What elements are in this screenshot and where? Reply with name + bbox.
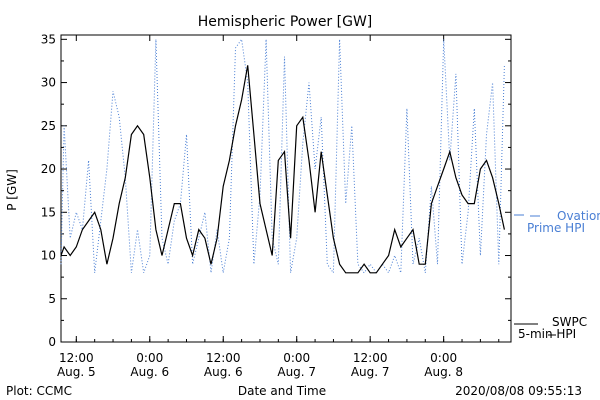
legend-swpc-label-2: 5-min HPI xyxy=(518,327,576,341)
series-line-swpc xyxy=(60,65,505,274)
x-tick-label-date: Aug. 8 xyxy=(424,365,463,379)
y-axis-label: P [GW] xyxy=(5,169,19,211)
x-tick-label-date: Aug. 6 xyxy=(204,365,243,379)
x-tick-label-time: 12:00 xyxy=(59,351,94,365)
footer-right: 2020/08/08 09:55:13 xyxy=(455,384,582,398)
series-line-ovation xyxy=(60,37,505,275)
x-tick-label-date: Aug. 5 xyxy=(57,365,96,379)
x-tick-label-time: 0:00 xyxy=(430,351,457,365)
legend-ovation-label-1: Ovation xyxy=(557,209,600,223)
x-tick-label-time: 0:00 xyxy=(283,351,310,365)
legend-ovation: Ovation Prime HPI xyxy=(514,209,600,235)
x-tick-label-time: 12:00 xyxy=(353,351,388,365)
y-tick-label: 20 xyxy=(41,162,56,176)
x-tick-label-time: 12:00 xyxy=(206,351,241,365)
chart-title: Hemispheric Power [GW] xyxy=(198,14,373,30)
plot-frame xyxy=(60,34,512,343)
footer-left: Plot: CCMC xyxy=(6,384,72,398)
series-layer xyxy=(60,37,505,275)
x-tick-label-date: Aug. 7 xyxy=(351,365,390,379)
x-tick-label-time: 0:00 xyxy=(136,351,163,365)
y-tick-label: 0 xyxy=(48,335,56,349)
x-axis-label: Date and Time xyxy=(238,384,326,398)
x-tick-label-date: Aug. 7 xyxy=(277,365,316,379)
y-tick-label: 30 xyxy=(41,76,56,90)
legend-ovation-label-2: Prime HPI xyxy=(527,221,585,235)
y-tick-label: 5 xyxy=(48,292,56,306)
x-tick-label-date: Aug. 6 xyxy=(130,365,169,379)
y-tick-label: 10 xyxy=(41,249,56,263)
y-tick-label: 25 xyxy=(41,119,56,133)
legend-swpc-label-1: SWPC xyxy=(552,315,587,329)
y-tick-label: 15 xyxy=(41,205,56,219)
y-tick-label: 35 xyxy=(41,32,56,46)
legend-swpc: SWPC 5-min HPI xyxy=(514,315,587,341)
